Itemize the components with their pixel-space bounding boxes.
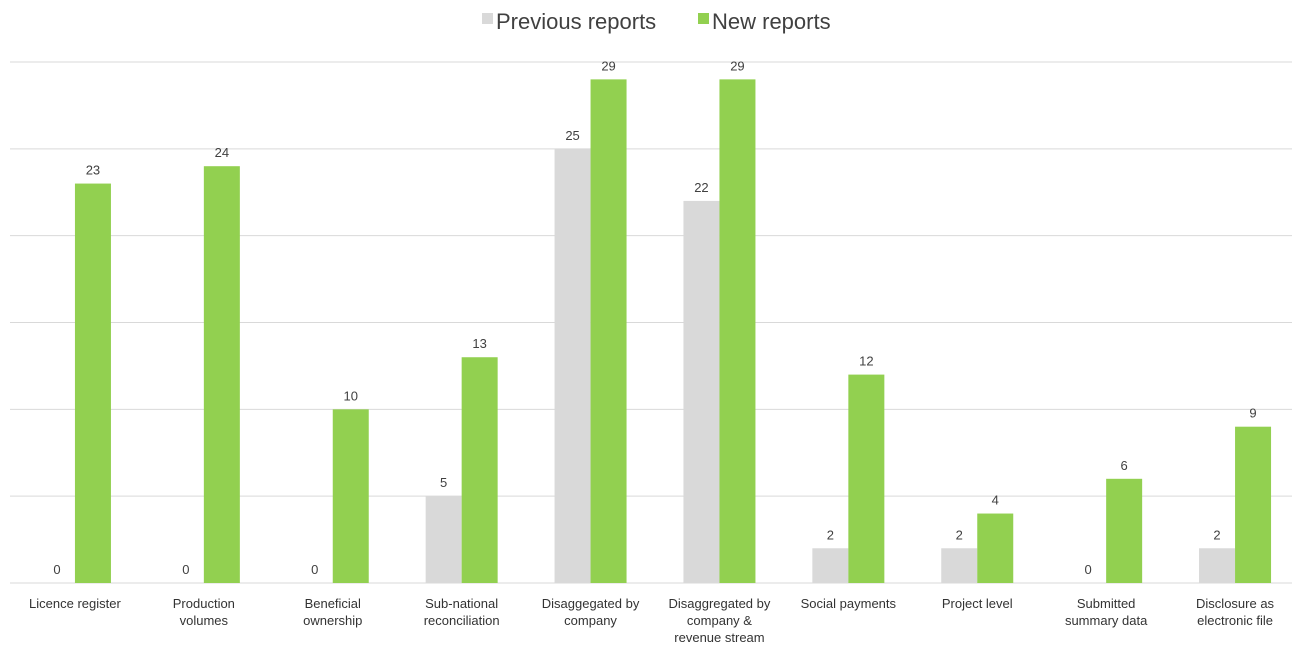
x-tick-label: Sub-national — [425, 596, 498, 611]
x-tick-label: Social payments — [801, 596, 897, 611]
bar-new — [1106, 478, 1143, 583]
x-tick-label: reconciliation — [424, 613, 500, 628]
bar-new — [332, 409, 369, 583]
x-tick-label: Production — [173, 596, 235, 611]
legend-swatch — [482, 13, 493, 24]
bar-new — [461, 357, 498, 583]
data-label: 23 — [86, 163, 100, 178]
x-tick-label: Disaggregated by — [668, 596, 770, 611]
x-tick-label: Submitted — [1077, 596, 1136, 611]
data-label: 0 — [1085, 562, 1092, 577]
data-label: 2 — [1213, 527, 1220, 542]
bar-previous — [812, 548, 849, 583]
x-tick-label: revenue stream — [674, 630, 764, 645]
bar-new — [590, 79, 627, 583]
data-label: 0 — [311, 562, 318, 577]
x-tick-label: electronic file — [1197, 613, 1273, 628]
data-label: 6 — [1121, 458, 1128, 473]
bars — [74, 79, 1272, 584]
x-tick-label: Disaggegated by — [542, 596, 640, 611]
x-axis-labels: Licence register Production volumes Benefic… — [29, 596, 1275, 645]
bar-new — [719, 79, 756, 583]
data-label: 9 — [1249, 406, 1256, 421]
data-label: 2 — [956, 527, 963, 542]
data-label: 29 — [730, 58, 744, 73]
x-tick-label: Beneficial — [305, 596, 361, 611]
data-label: 0 — [182, 562, 189, 577]
bar-new — [848, 374, 885, 583]
legend-swatch — [698, 13, 709, 24]
data-label: 5 — [440, 475, 447, 490]
x-tick-label: summary data — [1065, 613, 1148, 628]
data-label: 22 — [694, 180, 708, 195]
x-tick-label: volumes — [180, 613, 229, 628]
data-label: 25 — [565, 128, 579, 143]
bar-previous — [425, 496, 462, 583]
data-label: 10 — [344, 388, 358, 403]
bar-previous — [683, 200, 720, 583]
legend-label: Previous reports — [496, 9, 656, 34]
data-label: 4 — [992, 493, 999, 508]
bar-previous — [554, 148, 591, 584]
gridlines — [10, 61, 1292, 584]
bar-previous — [1199, 548, 1236, 583]
x-tick-label: company — [564, 613, 617, 628]
bar-new — [977, 513, 1014, 583]
x-tick-label: company & — [687, 613, 752, 628]
data-label: 24 — [215, 145, 229, 160]
data-label: 29 — [601, 58, 615, 73]
bar-new — [203, 166, 240, 583]
legend-label: New reports — [712, 9, 831, 34]
data-label: 13 — [472, 336, 486, 351]
data-label: 2 — [827, 527, 834, 542]
x-tick-label: Disclosure as — [1196, 596, 1275, 611]
data-label: 12 — [859, 354, 873, 369]
x-tick-label: Licence register — [29, 596, 121, 611]
legend: Previous reports New reports — [482, 9, 831, 34]
bar-previous — [941, 548, 978, 583]
x-tick-label: Project level — [942, 596, 1013, 611]
bar-new — [74, 183, 111, 584]
data-label: 0 — [53, 562, 60, 577]
bar-new — [1235, 426, 1272, 583]
x-tick-label: ownership — [303, 613, 362, 628]
